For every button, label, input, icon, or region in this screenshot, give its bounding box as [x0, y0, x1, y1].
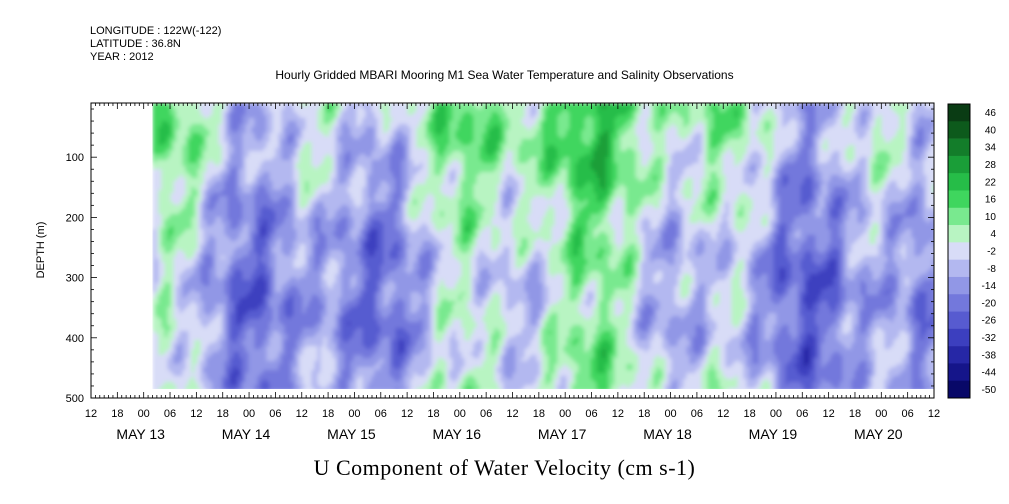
- colorbar-label: 34: [985, 143, 997, 154]
- colorbar-label: 28: [985, 160, 997, 171]
- colorbar-segment: [948, 156, 970, 174]
- x-hour-tick-label: 06: [269, 408, 281, 420]
- colorbar-segment: [948, 121, 970, 139]
- colorbar-segment: [948, 312, 970, 330]
- x-day-label: MAY 16: [433, 426, 482, 442]
- y-tick-label: 100: [66, 152, 84, 164]
- colorbar-label: -2: [987, 247, 996, 258]
- chart-canvas: 12 18 00 06 12 18 00 06 12 18 00 06 12 18 00 06 12 18 00 06…: [0, 0, 1009, 504]
- x-day-label: MAY 13: [116, 426, 165, 442]
- x-hour-tick-label: 12: [190, 408, 202, 420]
- x-hour-tick-label: 12: [401, 408, 413, 420]
- x-hour-tick-label: 12: [85, 408, 97, 420]
- colorbar-segment: [948, 260, 970, 278]
- colorbar: 46 40 34 28 22 16 10 4 -2 -8 -14 -20 -26 -32 -38 -44 -50: [948, 104, 996, 398]
- colorbar-label: -32: [982, 333, 997, 344]
- x-hour-tick-label: 18: [111, 408, 123, 420]
- x-hour-tick-label: 06: [164, 408, 176, 420]
- y-tick-label: 500: [66, 393, 84, 405]
- x-hour-tick-label: 06: [375, 408, 387, 420]
- colorbar-segment: [948, 329, 970, 347]
- colorbar-label: -44: [982, 368, 997, 379]
- x-hour-tick-label: 18: [217, 408, 229, 420]
- x-hour-tick-label: 12: [506, 408, 518, 420]
- x-hour-tick-label: 06: [902, 408, 914, 420]
- colorbar-label: -20: [982, 298, 997, 309]
- x-hour-tick-label: 00: [348, 408, 360, 420]
- colorbar-segment: [948, 363, 970, 381]
- x-hour-tick-label: 06: [691, 408, 703, 420]
- colorbar-label: 40: [985, 125, 997, 136]
- x-hour-tick-label: 12: [296, 408, 308, 420]
- colorbar-segment: [948, 242, 970, 260]
- colorbar-label: 22: [985, 177, 997, 188]
- x-hour-tick-label: 12: [612, 408, 624, 420]
- heatmap-field: [91, 103, 936, 398]
- x-hour-tick-label: 12: [928, 408, 940, 420]
- x-hour-tick-label: 00: [243, 408, 255, 420]
- colorbar-label: 16: [985, 195, 997, 206]
- colorbar-segment: [948, 208, 970, 226]
- colorbar-label: 46: [985, 108, 997, 119]
- colorbar-segment: [948, 104, 970, 122]
- x-hour-tick-label: 00: [454, 408, 466, 420]
- x-day-label: MAY 19: [749, 426, 798, 442]
- x-day-label: MAY 14: [222, 426, 271, 442]
- colorbar-label: -38: [982, 350, 997, 361]
- colorbar-segment: [948, 294, 970, 312]
- colorbar-segment: [948, 346, 970, 364]
- y-tick-label: 200: [66, 212, 84, 224]
- colorbar-label: -14: [982, 281, 997, 292]
- x-hour-tick-label: 06: [585, 408, 597, 420]
- x-day-label: MAY 20: [854, 426, 903, 442]
- x-hour-tick-label: 18: [849, 408, 861, 420]
- x-day-label: MAY 18: [643, 426, 692, 442]
- plot-area: [91, 103, 936, 398]
- x-hour-tick-label: 12: [717, 408, 729, 420]
- x-hour-tick-label: 18: [533, 408, 545, 420]
- x-day-label: MAY 15: [327, 426, 376, 442]
- colorbar-segment: [948, 139, 970, 157]
- colorbar-label: -50: [982, 385, 997, 396]
- x-hour-tick-label: 18: [322, 408, 334, 420]
- y-tick-label: 400: [66, 333, 84, 345]
- x-hour-tick-label: 18: [427, 408, 439, 420]
- colorbar-label: -8: [987, 264, 996, 275]
- x-hour-tick-label: 06: [480, 408, 492, 420]
- colorbar-segment: [948, 277, 970, 295]
- y-axis-label: DEPTH (m): [35, 222, 47, 279]
- y-tick-label: 300: [66, 273, 84, 285]
- x-hour-tick-label: 00: [770, 408, 782, 420]
- x-day-label: MAY 17: [538, 426, 587, 442]
- x-hour-tick-label: 00: [138, 408, 150, 420]
- x-hour-tick-label: 06: [796, 408, 808, 420]
- x-hour-tick-label: 12: [823, 408, 835, 420]
- x-hour-tick-label: 00: [875, 408, 887, 420]
- colorbar-segment: [948, 190, 970, 208]
- x-hour-tick-label: 18: [743, 408, 755, 420]
- colorbar-label: 4: [990, 229, 996, 240]
- colorbar-label: -26: [982, 316, 997, 327]
- colorbar-segment: [948, 225, 970, 243]
- x-hour-tick-label: 18: [638, 408, 650, 420]
- x-axis-label: U Component of Water Velocity (cm s-1): [0, 455, 1009, 481]
- x-hour-tick-label: 00: [559, 408, 571, 420]
- colorbar-label: 10: [985, 212, 997, 223]
- colorbar-segment: [948, 381, 970, 399]
- colorbar-segment: [948, 173, 970, 191]
- x-hour-tick-label: 00: [664, 408, 676, 420]
